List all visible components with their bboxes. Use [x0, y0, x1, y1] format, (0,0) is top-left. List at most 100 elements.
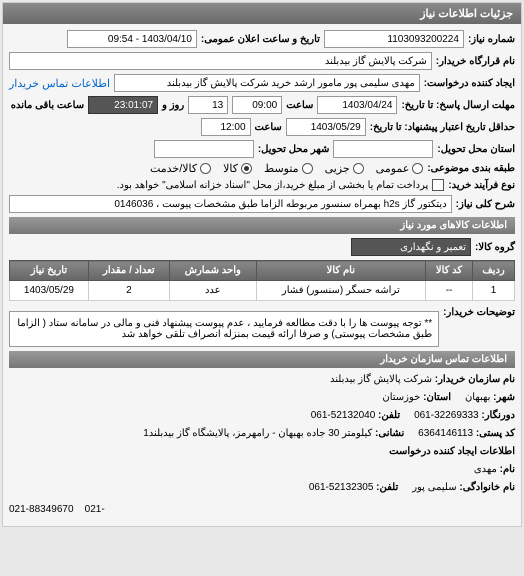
- radio-low: [353, 163, 364, 174]
- radio-goods: [241, 163, 252, 174]
- note-box: ** توجه پیوست ها را با دقت مطالعه فرمایی…: [9, 311, 439, 347]
- group-field: تعمیر و نگهداری: [351, 238, 471, 256]
- radio-medium: [302, 163, 313, 174]
- remaining-label: ساعت باقی مانده: [11, 100, 84, 111]
- buyer-field: شرکت پالایش گاز بیدبلند: [9, 52, 432, 70]
- td-unit: عدد: [169, 281, 256, 301]
- creator-lastname-label: نام خانوادگی:: [459, 482, 515, 493]
- process-label: نوع فرآیند خرید:: [448, 180, 515, 191]
- row-group: گروه کالا: تعمیر و نگهداری: [9, 238, 515, 256]
- radio-goods-service-label: کالا/خدمت: [150, 162, 197, 175]
- row-location: استان محل تحویل: شهر محل تحویل:: [9, 140, 515, 158]
- validity-label: حداقل تاریخ اعتبار پیشنهاد: تا تاریخ:: [370, 122, 515, 133]
- contact-fax-row: دورنگار: 32269333-061 تلفن: 52132040-061: [9, 408, 515, 424]
- radio-low-label: جزیی: [325, 162, 350, 175]
- radio-item-goods-service[interactable]: کالا/خدمت: [150, 162, 211, 175]
- group-label: گروه کالا:: [475, 242, 515, 253]
- announce-field: 1403/04/10 - 09:54: [67, 30, 197, 48]
- contact-city-label: شهر:: [493, 392, 515, 403]
- process-checkbox[interactable]: [432, 179, 444, 191]
- validity-time-label: ساعت: [255, 122, 282, 133]
- contact-header: اطلاعات تماس سازمان خریدار: [9, 351, 515, 368]
- radio-item-goods[interactable]: کالا: [223, 162, 252, 175]
- row-validity: حداقل تاریخ اعتبار پیشنهاد: تا تاریخ: 14…: [9, 118, 515, 136]
- creator-lastname-value: سلیمی پور: [412, 482, 456, 493]
- th-qty: تعداد / مقدار: [88, 261, 169, 281]
- th-code: کد کالا: [425, 261, 472, 281]
- process-text: پرداخت تمام یا بخشی از مبلغ خرید،از محل …: [117, 180, 429, 191]
- header-title: جزئیات اطلاعات نیاز: [420, 8, 513, 20]
- address-value: کیلومتر 30 جاده بهبهان - رامهرمز، پالایش…: [143, 428, 372, 439]
- row-note: توضیحات خریدار: ** توجه پیوست ها را با د…: [9, 307, 515, 347]
- province-label: استان محل تحویل:: [437, 144, 515, 155]
- days-field: 13: [188, 96, 228, 114]
- desc-label: شرح کلی نیاز:: [456, 199, 515, 210]
- org-value: شرکت پالایش گاز بیدبلند: [330, 374, 432, 385]
- postal-label: کد پستی:: [476, 428, 515, 439]
- deadline-time: 09:00: [232, 96, 282, 114]
- deadline-label: مهلت ارسال پاسخ: تا تاریخ:: [401, 100, 515, 111]
- radio-general: [412, 163, 423, 174]
- td-row: 1: [473, 281, 515, 301]
- contact-city-value: بهبهان: [465, 392, 490, 403]
- radio-medium-label: متوسط: [264, 162, 299, 175]
- days-label: روز و: [162, 100, 184, 111]
- table-row: 1 -- تراشه حسگر (سنسور) فشار عدد 2 1403/…: [10, 281, 515, 301]
- requester-field: مهدی سلیمی پور مامور ارشد خرید شرکت پالا…: [114, 74, 420, 92]
- province-field: [333, 140, 433, 158]
- row-deadline: مهلت ارسال پاسخ: تا تاریخ: 1403/04/24 سا…: [9, 96, 515, 114]
- category-radios: عمومی جزیی متوسط کالا کالا/خدمت: [150, 162, 423, 175]
- contact-org-row: نام سازمان خریدار: شرکت پالایش گاز بیدبل…: [9, 372, 515, 388]
- row-category: طبقه بندی موضوعی: عمومی جزیی متوسط کالا: [9, 162, 515, 175]
- creator-phone-label: تلفن:: [376, 482, 398, 493]
- creator-lastname-row: نام خانوادگی: سلیمی پور تلفن: 52132305-0…: [9, 480, 515, 496]
- creator-header: اطلاعات ایجاد کننده درخواست: [9, 444, 515, 460]
- panel-body: شماره نیاز: 1103093200224 تاریخ و ساعت ا…: [3, 24, 521, 526]
- creator-name-row: نام: مهدی: [9, 462, 515, 478]
- main-panel: جزئیات اطلاعات نیاز شماره نیاز: 11030932…: [2, 2, 522, 527]
- note-label: توضیحات خریدار:: [443, 307, 515, 318]
- th-name: نام کالا: [256, 261, 425, 281]
- radio-item-general[interactable]: عمومی: [376, 162, 424, 175]
- contact-link[interactable]: اطلاعات تماس خریدار: [9, 77, 110, 90]
- phone-value: 52132040-061: [311, 410, 376, 421]
- footer-phones: 021-88349670 021-: [9, 502, 515, 518]
- td-name: تراشه حسگر (سنسور) فشار: [256, 281, 425, 301]
- footer-phone1: 021-88349670: [9, 504, 74, 515]
- contact-province-label: استان:: [423, 392, 451, 403]
- phone-label: تلفن:: [378, 410, 400, 421]
- contact-section: نام سازمان خریدار: شرکت پالایش گاز بیدبل…: [9, 372, 515, 518]
- items-header: اطلاعات کالاهای مورد نیاز: [9, 217, 515, 234]
- row-process: نوع فرآیند خرید: پرداخت تمام یا بخشی از …: [9, 179, 515, 191]
- panel-header: جزئیات اطلاعات نیاز: [3, 3, 521, 24]
- contact-province-value: خوزستان: [382, 392, 420, 403]
- number-field: 1103093200224: [324, 30, 464, 48]
- creator-name-label: نام:: [500, 464, 515, 475]
- creator-phone-value: 52132305-061: [309, 482, 374, 493]
- th-date: تاریخ نیاز: [10, 261, 89, 281]
- row-requester: ایجاد کننده درخواست: مهدی سلیمی پور مامو…: [9, 74, 515, 92]
- radio-general-label: عمومی: [376, 162, 410, 175]
- remaining-field: 23:01:07: [88, 96, 158, 114]
- postal-value: 6364146113: [418, 428, 473, 439]
- category-label: طبقه بندی موضوعی:: [427, 163, 515, 174]
- radio-item-medium[interactable]: متوسط: [264, 162, 313, 175]
- validity-time: 12:00: [201, 118, 251, 136]
- row-desc: شرح کلی نیاز: دیتکتور گاز h2s بهمراه سنس…: [9, 195, 515, 213]
- radio-item-low[interactable]: جزیی: [325, 162, 364, 175]
- creator-name-value: مهدی: [474, 464, 497, 475]
- org-label: نام سازمان خریدار:: [435, 374, 515, 385]
- td-code: --: [425, 281, 472, 301]
- radio-goods-service: [200, 163, 211, 174]
- requester-label: ایجاد کننده درخواست:: [424, 78, 515, 89]
- buyer-label: نام قرارگاه خریدار:: [436, 56, 515, 67]
- footer-phone2: 021-: [85, 504, 105, 515]
- announce-label: تاریخ و ساعت اعلان عمومی:: [201, 34, 320, 45]
- city-field: [154, 140, 254, 158]
- td-qty: 2: [88, 281, 169, 301]
- address-label: نشانی:: [375, 428, 404, 439]
- fax-value: 32269333-061: [414, 410, 479, 421]
- city-label: شهر محل تحویل:: [258, 144, 330, 155]
- contact-postal-row: کد پستی: 6364146113 نشانی: کیلومتر 30 جا…: [9, 426, 515, 442]
- fax-label: دورنگار:: [481, 410, 515, 421]
